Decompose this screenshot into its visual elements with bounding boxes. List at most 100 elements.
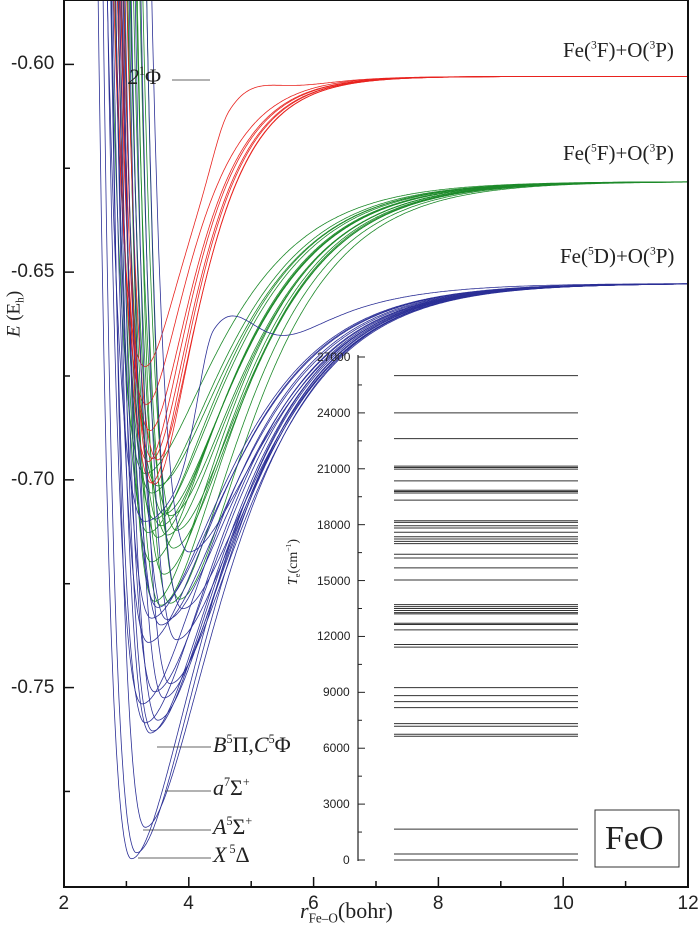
y-tick-label: -0.70 [11, 468, 55, 490]
inset-y-tick-label: 9000 [323, 685, 350, 700]
potential-curve-blue [128, 0, 688, 699]
label-segment: e [292, 573, 302, 578]
label-segment: 3 [649, 245, 656, 258]
y-tick-label: -0.65 [11, 261, 55, 283]
state-label: A5Σ+ [213, 813, 253, 839]
label-segment: Δ [235, 842, 250, 867]
inset-y-axis-label: Te(cm−1) [284, 538, 302, 585]
label-segment: 5 [226, 813, 233, 828]
label-segment: 3 [649, 142, 656, 155]
inset-y-tick-label: 6000 [323, 741, 350, 756]
x-tick-label: 8 [432, 893, 444, 914]
label-segment: (cm [286, 551, 301, 574]
label-segment: 5 [268, 731, 275, 746]
curves-group [97, 0, 688, 860]
state-label: a7Σ+ [213, 774, 250, 800]
inset-y-tick-label: 12000 [317, 629, 351, 644]
label-segment: A [213, 814, 227, 839]
label-segment: (E [3, 302, 25, 326]
inset-y-tick-label: 18000 [317, 517, 351, 532]
label-segment: 1 [139, 63, 146, 78]
label-segment: ) [286, 538, 301, 544]
potential-curve-green [110, 0, 688, 474]
asymptote-label: Fe(5D)+O(3P) [560, 246, 674, 267]
label-segment: ) [3, 290, 25, 297]
inset-y-tick-label: 21000 [317, 461, 351, 476]
label-segment: r [300, 898, 309, 923]
x-tick-label: 4 [183, 893, 194, 914]
inset-y-tick-label: 0 [343, 853, 350, 867]
y-tick-label: -0.60 [11, 53, 55, 75]
inset-y-tick-label: 15000 [317, 573, 351, 588]
label-segment: h [14, 296, 27, 303]
potential-curve-blue [102, 0, 688, 854]
label-segment: 5 [226, 731, 233, 746]
state-label: 21Φ [128, 63, 162, 89]
legend-box [594, 809, 680, 868]
label-segment: P) [655, 244, 675, 268]
potential-curve-green [146, 0, 688, 600]
label-segment: P) [655, 141, 674, 165]
label-segment: P) [655, 38, 674, 62]
potential-curve-blue [106, 0, 688, 522]
label-segment: E [3, 325, 25, 337]
molecule-legend: FeO [605, 820, 664, 857]
x-tick-label: 12 [677, 893, 699, 914]
label-segment: Π, [232, 732, 254, 757]
potential-curve-blue [134, 0, 688, 685]
x-tick-label: 10 [552, 893, 574, 914]
potential-curve-blue [140, 0, 688, 641]
label-segment: F)+O( [596, 141, 650, 165]
label-segment: Φ [274, 732, 291, 757]
label-segment: Φ [145, 64, 162, 89]
label-segment: + [242, 774, 250, 789]
label-segment: 3 [649, 39, 656, 52]
inset-y-tick-label: 3000 [323, 797, 350, 812]
potential-curve-blue [117, 0, 688, 732]
label-segment: Fe( [560, 244, 588, 268]
label-segment: a [213, 775, 224, 800]
label-segment: Σ [232, 814, 246, 839]
label-segment: + [245, 813, 253, 828]
label-segment: 5 [226, 841, 236, 856]
label-segment: T [286, 577, 301, 585]
label-segment: Fe( [563, 38, 591, 62]
label-segment: Σ [230, 775, 243, 800]
inset-y-tick-label: 24000 [317, 405, 351, 420]
label-segment: (bohr) [337, 898, 393, 923]
potential-curve-blue [151, 0, 688, 553]
potential-curve-blue [146, 0, 688, 610]
label-segment: D)+O( [593, 244, 650, 268]
label-segment: F)+O( [596, 38, 650, 62]
label-segment: −1 [284, 543, 294, 552]
label-segment: B [213, 732, 227, 757]
x-tick-label: 2 [58, 893, 70, 914]
label-segment: Fe–O [308, 910, 338, 926]
x-tick-label: 6 [308, 893, 319, 914]
label-segment: Fe( [563, 141, 591, 165]
label-segment: 5 [588, 245, 594, 258]
potential-curve-blue [122, 0, 688, 721]
potential-curve-blue [97, 0, 688, 860]
label-segment: 5 [591, 142, 597, 155]
plot-frame [63, 0, 689, 888]
asymptote-label: Fe(3F)+O(3P) [563, 40, 674, 61]
potential-curve-blue [110, 0, 688, 724]
label-segment: X [213, 842, 227, 867]
label-segment: 3 [591, 39, 597, 52]
asymptote-label: Fe(5F)+O(3P) [563, 143, 674, 164]
state-label: X 5Δ [213, 841, 250, 867]
x-axis-label: rFe–O(bohr) [300, 898, 393, 925]
y-tick-label: -0.75 [11, 676, 55, 698]
label-segment: 2 [128, 64, 139, 89]
label-segment: C [253, 732, 269, 757]
state-label: B5Π,C5Φ [213, 731, 291, 757]
potential-curve-red [113, 0, 688, 368]
label-segment: 7 [224, 774, 231, 789]
y-axis-label: E (Eh) [3, 290, 27, 337]
inset-y-tick-label: 27000 [317, 350, 351, 364]
potential-curve-blue [121, 0, 688, 608]
potential-curve-blue [124, 0, 688, 626]
